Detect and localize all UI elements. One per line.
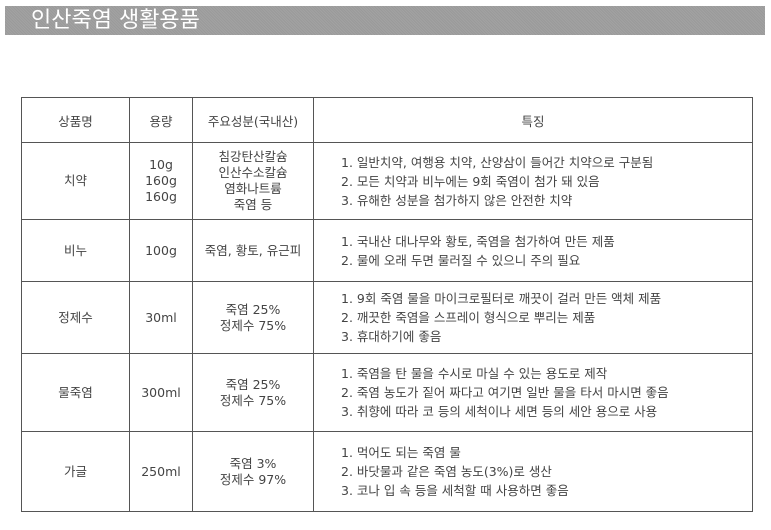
product-name: 물죽염 <box>21 353 130 432</box>
table-row: 가글 250ml 죽염 3% 정제수 97% 1. 먹어도 되는 죽염 물 2. 바닷물과… <box>21 431 753 512</box>
product-name: 가글 <box>21 431 130 512</box>
features-line: 1. 국내산 대나무와 황토, 죽염을 첨가하여 만든 제품 <box>341 233 615 249</box>
features-line: 1. 먹어도 되는 죽염 물 <box>341 445 461 460</box>
ingredients-line: 정제수 97% <box>219 471 287 487</box>
table-row: 정제수 30ml 죽염 25% 정제수 75% 1. 9회 죽염 물을 마이크로필터로 … <box>21 281 753 354</box>
ingredients: 죽염 3% 정제수 97% <box>192 431 314 512</box>
volume-line: 160g <box>145 173 177 188</box>
ingredients-line: 인산수소칼슘 <box>218 165 288 180</box>
features-line: 2. 바닷물과 같은 죽염 농도(3%)로 생산 <box>341 464 552 479</box>
product-name: 정제수 <box>21 281 130 354</box>
table-row: 물죽염 300ml 죽염 25% 정제수 75% 1. 죽염을 탄 물을 수시로 마실 … <box>21 353 753 432</box>
features-line: 1. 9회 죽염 물을 마이크로필터로 깨끗이 걸러 만든 액체 제품 <box>341 291 662 306</box>
title-bar: 인산죽염 생활용품 <box>5 6 765 35</box>
volume: 300ml <box>129 353 193 432</box>
volume-line: 250ml <box>141 463 181 479</box>
features: 1. 9회 죽염 물을 마이크로필터로 깨끗이 걸러 만든 액체 제품 2. 깨끗… <box>313 281 753 354</box>
features: 1. 죽염을 탄 물을 수시로 마실 수 있는 용도로 제작 2. 죽염 농도가 … <box>313 353 753 432</box>
volume: 30ml <box>129 281 193 354</box>
ingredients-line: 정제수 75% <box>219 392 287 408</box>
table-row: 치약 10g 160g 160g 침강탄산칼슘 인산수소칼슘 염화나트륨 죽염 등 1. 일반치… <box>21 142 753 220</box>
volume: 100g <box>129 219 193 282</box>
header-row: 상품명 용량 주요성분(국내산) 특징 <box>21 97 753 143</box>
header-name: 상품명 <box>21 97 130 143</box>
features-line: 3. 유해한 성분을 첨가하지 않은 안전한 치약 <box>341 192 573 208</box>
product-table: 상품명 용량 주요성분(국내산) 특징 치약 10g 160g 160g 침강탄산칼슘 인… <box>21 97 753 512</box>
features: 1. 먹어도 되는 죽염 물 2. 바닷물과 같은 죽염 농도(3%)로 생산 3.… <box>313 431 753 512</box>
ingredients-line: 정제수 75% <box>219 317 287 333</box>
header-features: 특징 <box>313 97 753 143</box>
ingredients: 침강탄산칼슘 인산수소칼슘 염화나트륨 죽염 등 <box>192 142 314 220</box>
features-line: 1. 죽염을 탄 물을 수시로 마실 수 있는 용도로 제작 <box>341 366 608 381</box>
volume-line: 30ml <box>145 309 177 325</box>
ingredients-line: 염화나트륨 <box>224 181 282 196</box>
features-line: 3. 코나 입 속 등을 세척할 때 사용하면 좋음 <box>341 483 569 498</box>
product-name: 치약 <box>21 142 130 220</box>
ingredients: 죽염 25% 정제수 75% <box>192 281 314 354</box>
volume-line: 160g <box>145 189 177 204</box>
ingredients-line: 죽염 등 <box>233 197 273 212</box>
ingredients: 죽염, 황토, 유근피 <box>192 219 314 282</box>
features-line: 1. 일반치약, 여행용 치약, 산양삼이 들어간 치약으로 구분됨 <box>341 154 654 170</box>
page-title: 인산죽염 생활용품 <box>31 8 200 33</box>
features: 1. 일반치약, 여행용 치약, 산양삼이 들어간 치약으로 구분됨 2. 모든 … <box>313 142 753 220</box>
features-line: 3. 취향에 따라 코 등의 세척이나 세면 등의 세안 용으로 사용 <box>341 404 658 419</box>
header-volume: 용량 <box>129 97 193 143</box>
volume-line: 300ml <box>141 384 181 400</box>
volume-line: 10g <box>149 157 173 172</box>
product-name: 비누 <box>21 219 130 282</box>
ingredients-line: 죽염 25% <box>225 376 281 392</box>
features: 1. 국내산 대나무와 황토, 죽염을 첨가하여 만든 제품 2. 물에 오래 두… <box>313 219 753 282</box>
ingredients-line: 침강탄산칼슘 <box>218 149 288 164</box>
ingredients-line: 죽염 3% <box>229 455 277 471</box>
volume: 250ml <box>129 431 193 512</box>
table-row: 비누 100g 죽염, 황토, 유근피 1. 국내산 대나무와 황토, 죽염을 첨가하… <box>21 219 753 282</box>
features-line: 3. 휴대하기에 좋음 <box>341 329 442 344</box>
header-ingredients: 주요성분(국내산) <box>192 97 314 143</box>
ingredients-line: 죽염, 황토, 유근피 <box>204 242 302 258</box>
volume-line: 100g <box>145 242 177 258</box>
volume: 10g 160g 160g <box>129 142 193 220</box>
ingredients-line: 죽염 25% <box>225 301 281 317</box>
ingredients: 죽염 25% 정제수 75% <box>192 353 314 432</box>
features-line: 2. 물에 오래 두면 물러질 수 있으니 주의 필요 <box>341 252 581 268</box>
features-line: 2. 죽염 농도가 짙어 짜다고 여기면 일반 물을 타서 마시면 좋음 <box>341 385 669 400</box>
features-line: 2. 깨끗한 죽염을 스프레이 형식으로 뿌리는 제품 <box>341 310 596 325</box>
features-line: 2. 모든 치약과 비누에는 9회 죽염이 첨가 돼 있음 <box>341 173 600 189</box>
